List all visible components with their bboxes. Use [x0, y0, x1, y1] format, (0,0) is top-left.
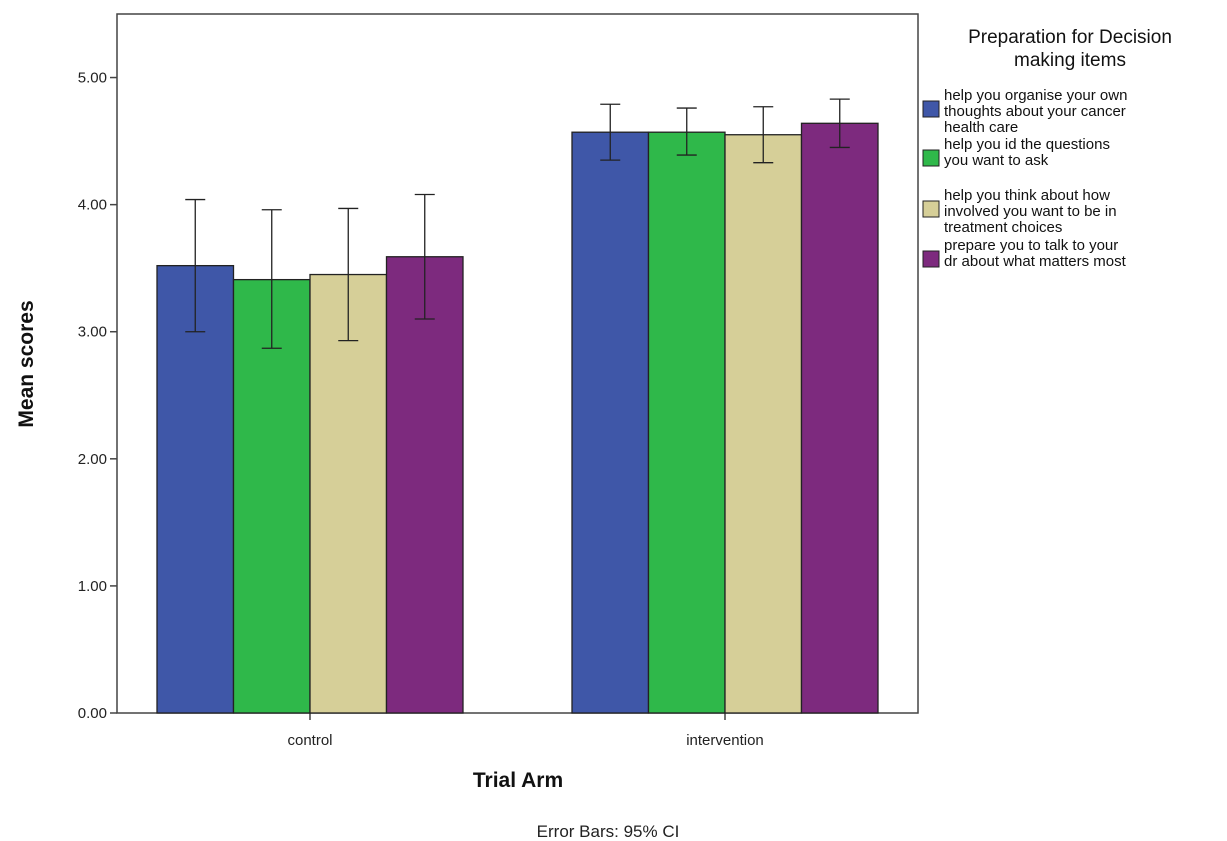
- bar-control-series-1: [156, 264, 235, 714]
- legend-swatch-series-2: [922, 149, 940, 167]
- bar-intervention-series-3: [724, 134, 803, 714]
- legend: Preparation for Decision making items he…: [922, 27, 1172, 270]
- y-tick-label: 4.00: [78, 197, 107, 214]
- legend-label-series-1: health care: [944, 119, 1018, 136]
- bar-intervention-series-4: [800, 122, 879, 714]
- legend-label-series-2: help you id the questions: [944, 136, 1110, 153]
- x-axis: control intervention: [287, 713, 764, 749]
- legend-label-series-3: treatment choices: [944, 219, 1062, 236]
- legend-swatch-series-4: [922, 250, 940, 268]
- legend-label-series-1: thoughts about your cancer: [944, 103, 1126, 120]
- bar-intervention-series-1: [571, 131, 650, 714]
- legend-title-line-1: Preparation for Decision: [968, 27, 1172, 48]
- y-tick-label: 3.00: [78, 324, 107, 341]
- legend-swatch-series-1: [922, 100, 940, 118]
- bars-group: [156, 122, 879, 714]
- y-tick-label: 2.00: [78, 451, 107, 468]
- legend-label-series-3: involved you want to be in: [944, 203, 1117, 220]
- legend-label-series-4: dr about what matters most: [944, 253, 1127, 270]
- legend-label-series-4: prepare you to talk to your: [944, 237, 1118, 254]
- y-tick-label: 1.00: [78, 578, 107, 595]
- legend-label-series-1: help you organise your own: [944, 87, 1127, 104]
- bar-control-series-4: [385, 256, 464, 714]
- y-axis-title: Mean scores: [15, 300, 38, 427]
- x-axis-title: Trial Arm: [473, 769, 563, 792]
- bar-control-series-2: [232, 278, 311, 714]
- y-tick-label: 0.00: [78, 705, 107, 722]
- bar-intervention-series-2: [647, 131, 726, 714]
- legend-label-series-2: you want to ask: [944, 152, 1049, 169]
- y-axis: 0.00 1.00 2.00 3.00 4.00 5.00: [78, 70, 117, 722]
- y-tick-label: 5.00: [78, 70, 107, 87]
- x-tick-label: intervention: [686, 732, 764, 749]
- footnote-error-bars: Error Bars: 95% CI: [537, 822, 680, 841]
- error-bars-group: [185, 98, 850, 349]
- x-tick-label: control: [287, 732, 332, 749]
- legend-label-series-3: help you think about how: [944, 187, 1110, 204]
- legend-title-line-2: making items: [1014, 50, 1126, 71]
- legend-swatch-series-3: [922, 200, 940, 218]
